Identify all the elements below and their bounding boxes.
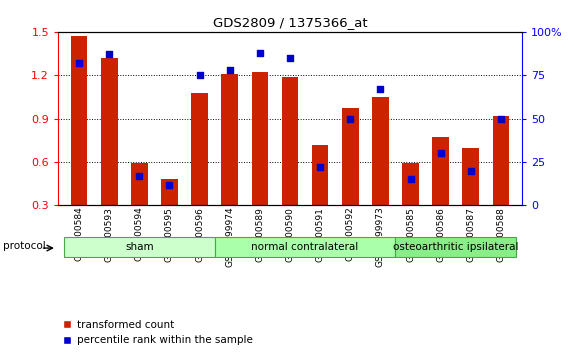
Bar (71, 36, 88, 205)
Point (496, 116, 506, 121)
Point (376, 86, 385, 92)
Text: sham: sham (125, 242, 154, 252)
Point (135, 173, 144, 179)
Bar (492, 116, 509, 205)
Point (165, 182, 174, 187)
Point (74, 60, 84, 66)
Text: normal contralateral: normal contralateral (252, 242, 358, 252)
Text: GDS2809 / 1375366_at: GDS2809 / 1375366_at (213, 16, 367, 29)
Bar (161, 179, 177, 205)
Bar (282, 77, 298, 205)
Bar (215, 236, 396, 257)
Point (436, 150, 445, 156)
Text: osteoarthritic ipsilateral: osteoarthritic ipsilateral (393, 242, 519, 252)
Point (195, 73, 204, 78)
Bar (342, 108, 358, 205)
Point (466, 168, 476, 173)
Point (406, 176, 415, 182)
Bar (64, 236, 215, 257)
Bar (312, 144, 328, 205)
Bar (432, 137, 449, 205)
Point (104, 52, 114, 57)
Bar (222, 74, 238, 205)
Bar (252, 72, 268, 205)
Bar (396, 236, 516, 257)
Bar (403, 164, 419, 205)
Bar (131, 164, 148, 205)
Text: protocol: protocol (3, 241, 46, 251)
Bar (372, 97, 389, 205)
Point (225, 67, 234, 73)
Legend: transformed count, percentile rank within the sample: transformed count, percentile rank withi… (63, 320, 253, 345)
Bar (101, 58, 118, 205)
Bar (462, 148, 479, 205)
Bar (191, 93, 208, 205)
Point (346, 116, 355, 121)
Point (285, 55, 295, 61)
Point (255, 50, 264, 56)
Point (316, 164, 325, 170)
